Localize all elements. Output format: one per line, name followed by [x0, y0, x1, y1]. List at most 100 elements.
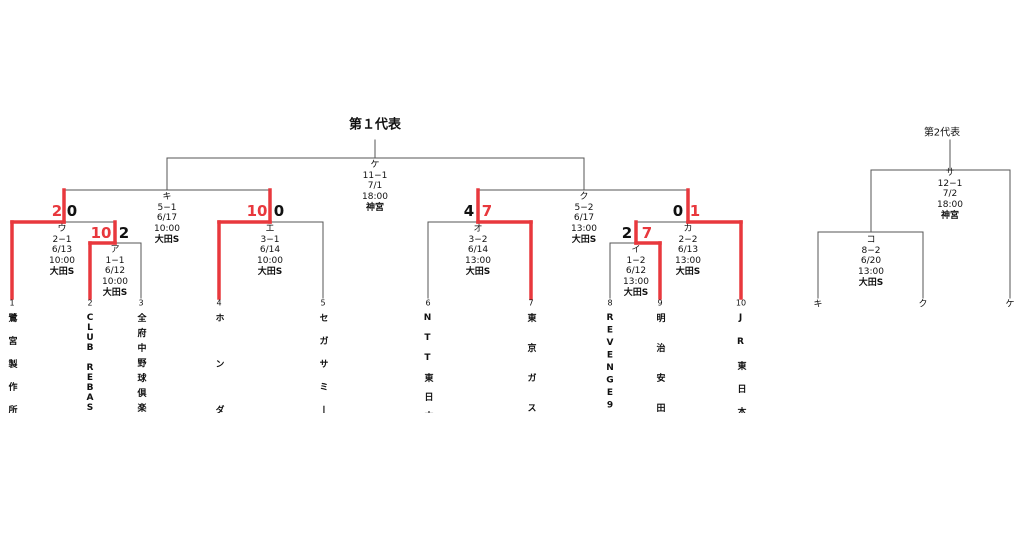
team-name-box: 全府中野球倶楽部 — [131, 313, 151, 413]
match-label: オ — [473, 224, 483, 234]
match-label: ク — [579, 192, 589, 202]
team-name-box: 鷺宮製作所 — [2, 313, 22, 413]
team-number: 3 — [138, 298, 144, 308]
score: 7 — [641, 224, 653, 242]
match-time: 10:00 — [49, 256, 75, 267]
match-time: 13:00 — [858, 267, 884, 278]
team-number: 7 — [528, 298, 534, 308]
team-name: NTT東日本 — [422, 313, 433, 413]
team-name-box: CLUB REBASE — [80, 313, 100, 413]
second-title: 第2代表 — [923, 127, 961, 139]
match-time: 10:00 — [102, 277, 128, 288]
team-name: CLUB REBASE — [85, 313, 95, 413]
match-venue: 大田S — [102, 287, 128, 298]
score: 0 — [273, 202, 285, 220]
second-team: ケ — [1005, 299, 1015, 310]
match-label: エ — [265, 224, 275, 234]
team-number: 1 — [9, 298, 15, 308]
match-date: 7/1 — [367, 181, 383, 192]
match-label: サ — [945, 168, 955, 178]
match-date: 6/17 — [156, 213, 178, 224]
match-game: 11−1 — [362, 170, 388, 181]
match-game: 2−2 — [678, 234, 698, 245]
team-name: JR東日本 — [735, 313, 746, 413]
match-label: キ — [162, 192, 172, 202]
match-label: カ — [683, 224, 693, 234]
match-date: 6/12 — [104, 266, 126, 277]
match-time: 10:00 — [257, 256, 283, 267]
team-name: 全府中野球倶楽部 — [135, 313, 146, 413]
score: 2 — [621, 224, 633, 242]
team-name: 鷺宮製作所 — [6, 313, 17, 413]
score: 10 — [246, 202, 268, 220]
team-number: 2 — [87, 298, 93, 308]
title: 第１代表 — [348, 117, 402, 133]
score: 2 — [51, 202, 63, 220]
team-name: 明治安田 — [654, 313, 665, 413]
match-time: 13:00 — [465, 256, 491, 267]
team-name: REVENGE99 — [605, 313, 615, 413]
team-name-box: JR東日本 — [731, 313, 751, 413]
team-number: 6 — [425, 298, 431, 308]
team-number: 5 — [320, 298, 326, 308]
match-venue: 大田S — [154, 234, 180, 245]
match-game: 3−2 — [468, 234, 488, 245]
match-date: 6/14 — [467, 245, 489, 256]
score: 7 — [481, 202, 493, 220]
team-name: ホンダ — [213, 313, 224, 413]
match-label: ケ — [370, 160, 380, 170]
match-game: 1−2 — [626, 255, 646, 266]
team-name-box: 東京ガス — [521, 313, 541, 413]
match-label: ア — [110, 245, 120, 255]
second-team: キ — [813, 299, 823, 310]
match-date: 6/13 — [677, 245, 699, 256]
team-name: 東京ガス — [525, 313, 536, 413]
match-venue: 大田S — [49, 266, 75, 277]
match-game: 5−1 — [157, 202, 177, 213]
match-date: 6/12 — [625, 266, 647, 277]
team-name: セガサミー — [317, 313, 328, 413]
match-venue: 神宮 — [365, 202, 385, 213]
match-label: イ — [631, 245, 641, 255]
match-date: 7/2 — [942, 189, 958, 200]
team-number: 4 — [216, 298, 222, 308]
match-time: 13:00 — [571, 224, 597, 235]
match-game: 5−2 — [574, 202, 594, 213]
team-name-box: REVENGE99 — [600, 313, 620, 413]
team-name-box: ホンダ — [209, 313, 229, 413]
match-venue: 神宮 — [940, 210, 960, 221]
team-number: 8 — [607, 298, 613, 308]
match-venue: 大田S — [858, 277, 884, 288]
match-venue: 大田S — [675, 266, 701, 277]
score: 0 — [66, 202, 78, 220]
match-venue: 大田S — [257, 266, 283, 277]
match-time: 18:00 — [362, 192, 388, 203]
team-number: 10 — [735, 298, 747, 308]
match-date: 6/14 — [259, 245, 281, 256]
match-time: 18:00 — [937, 200, 963, 211]
match-date: 6/13 — [51, 245, 73, 256]
match-game: 2−1 — [52, 234, 72, 245]
match-time: 13:00 — [623, 277, 649, 288]
score: 0 — [672, 202, 684, 220]
team-name-box: NTT東日本 — [418, 313, 438, 413]
match-venue: 大田S — [571, 234, 597, 245]
second-team: ク — [918, 299, 928, 310]
match-label: コ — [866, 235, 876, 245]
match-label: ウ — [57, 224, 67, 234]
match-game: 3−1 — [260, 234, 280, 245]
match-venue: 大田S — [465, 266, 491, 277]
match-time: 10:00 — [154, 224, 180, 235]
match-time: 13:00 — [675, 256, 701, 267]
team-name-box: セガサミー — [313, 313, 333, 413]
match-venue: 大田S — [623, 287, 649, 298]
team-name-box: 明治安田 — [650, 313, 670, 413]
score: 10 — [90, 224, 112, 242]
match-game: 12−1 — [937, 178, 963, 189]
match-date: 6/17 — [573, 213, 595, 224]
team-number: 9 — [657, 298, 663, 308]
score: 2 — [118, 224, 130, 242]
match-game: 8−2 — [861, 245, 881, 256]
